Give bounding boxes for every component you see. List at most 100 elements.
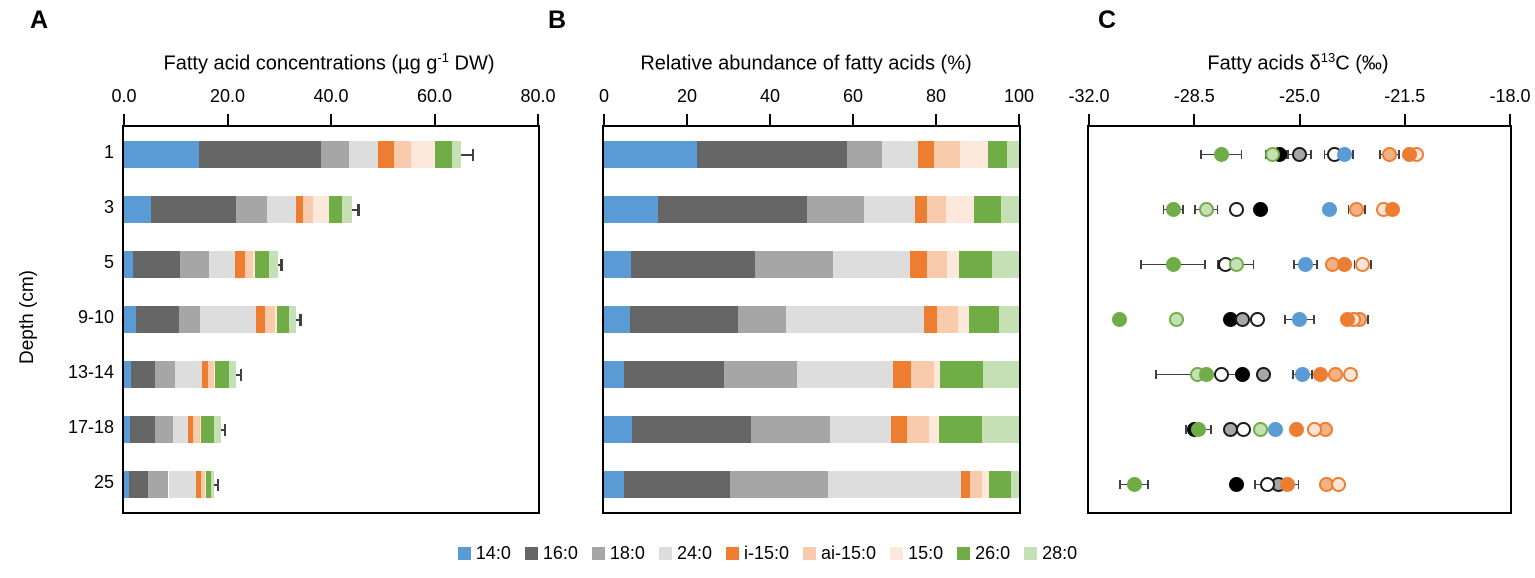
marker-24:0 — [1260, 477, 1276, 492]
bar-segment-14:0 — [124, 196, 152, 223]
x-tick-label: 80.0 — [520, 86, 556, 106]
marker-28:0 — [1252, 422, 1268, 437]
x-axis-tick — [769, 114, 771, 127]
legend-item-16:0: 16:0 — [524, 543, 578, 564]
y-category-label: 13-14 — [67, 361, 114, 382]
x-tick-label: 40 — [759, 86, 781, 106]
error-bar — [460, 153, 473, 156]
panel-c-title-post: C (‰) — [1335, 52, 1389, 75]
error-bar-cap — [1369, 260, 1372, 269]
y-category-label: 5 — [103, 251, 114, 272]
x-tick-label: 40.0 — [313, 86, 349, 106]
bar-segment-24:0 — [168, 471, 197, 498]
bar-segment-24:0 — [828, 471, 961, 498]
legend-item-28:0: 28:0 — [1024, 543, 1077, 564]
panel-b-title: Relative abundance of fatty acids (%) — [640, 50, 971, 76]
bar-segment-28:0 — [999, 306, 1019, 333]
bar-segment-15:0 — [981, 471, 990, 498]
bar-segment-i-15:0 — [890, 416, 908, 443]
error-bar-cap — [1185, 425, 1188, 434]
bar-segment-15:0 — [411, 141, 435, 168]
error-bar-cap — [1210, 425, 1213, 434]
error-bar-cap — [1216, 205, 1219, 214]
error-bar-cap — [1162, 205, 1165, 214]
bar-segment-ai-15:0 — [911, 361, 935, 388]
bar-segment-26:0 — [215, 361, 229, 388]
bar-segment-14:0 — [604, 416, 632, 443]
error-bar-cap — [239, 368, 243, 381]
panel-c-plot: -32.0 -28.5 -25.0 -21.5 -18.0 — [1068, 86, 1531, 514]
marker-18:0 — [1234, 312, 1250, 327]
bar-segment-26:0 — [206, 471, 212, 498]
error-bar — [220, 428, 225, 431]
legend-label: ai-15:0 — [821, 543, 877, 563]
bar-segment-28:0 — [452, 141, 461, 168]
marker-i-15:0 — [1340, 312, 1356, 327]
error-bar-cap — [280, 258, 283, 271]
bar-segment-18:0 — [179, 251, 210, 278]
error-bar — [296, 318, 301, 321]
bar-segment-18:0 — [321, 141, 350, 168]
bar-segment-16:0 — [658, 196, 808, 223]
x-axis-tick — [1018, 114, 1020, 127]
marker-24:0 — [1228, 202, 1244, 217]
bar-segment-ai-15:0 — [907, 416, 929, 443]
bar-segment-15:0 — [945, 196, 974, 223]
bar-segment-18:0 — [807, 196, 865, 223]
x-tick-label: 20.0 — [209, 86, 246, 106]
bar-segment-ai-15:0 — [192, 416, 201, 443]
legend-swatch-icon — [957, 547, 971, 560]
error-bar-cap — [1284, 315, 1287, 324]
bar-segment-28:0 — [289, 306, 297, 333]
error-bar-cap — [1363, 205, 1366, 214]
x-axis-tick — [935, 114, 937, 127]
bar-segment-16:0 — [135, 306, 179, 333]
bar-segment-16:0 — [151, 196, 236, 223]
bar-segment-16:0 — [198, 141, 322, 168]
marker-26:0 — [1111, 312, 1127, 327]
bar-segment-26:0 — [940, 361, 984, 388]
bar-segment-26:0 — [959, 251, 993, 278]
bar-segment-18:0 — [155, 416, 174, 443]
bar-segment-26:0 — [254, 251, 269, 278]
marker-24:0 — [1249, 312, 1265, 327]
bar-segment-26:0 — [328, 196, 343, 223]
bar-segment-18:0 — [847, 141, 883, 168]
bar-segment-26:0 — [973, 196, 1002, 223]
marker-i-15:0 — [1313, 367, 1329, 382]
panel-a-letter: A — [30, 6, 49, 34]
legend-item-i-15:0: i-15:0 — [725, 543, 789, 564]
bar-segment-26:0 — [987, 141, 1008, 168]
legend-item-ai-15:0: ai-15:0 — [803, 543, 876, 564]
bar-segment-15:0 — [275, 306, 277, 333]
marker-24:0 — [1236, 422, 1252, 437]
x-tick-label: 80 — [925, 86, 947, 106]
bar-segment-15:0 — [312, 196, 329, 223]
bar-segment-26:0 — [939, 416, 983, 443]
legend-item-15:0: 15:0 — [890, 543, 943, 564]
bar-segment-24:0 — [785, 306, 924, 333]
bar-segment-16:0 — [630, 251, 755, 278]
marker-28:0 — [1228, 257, 1244, 272]
legend-swatch-icon — [803, 547, 817, 560]
x-axis-tick — [686, 114, 688, 127]
bar-segment-28:0 — [992, 251, 1019, 278]
error-bar — [352, 208, 359, 211]
error-bar-cap — [1323, 150, 1326, 159]
bar-segment-15:0 — [252, 251, 255, 278]
bar-segment-14:0 — [604, 306, 630, 333]
error-bar-cap — [1119, 480, 1121, 489]
legend-item-26:0: 26:0 — [957, 543, 1010, 564]
error-bar-cap — [1312, 315, 1315, 324]
marker-15:0 — [1307, 422, 1323, 437]
marker-i-15:0 — [1401, 147, 1417, 162]
error-bar-cap — [1204, 260, 1207, 269]
bar-segment-26:0 — [435, 141, 453, 168]
bar-segment-16:0 — [631, 416, 751, 443]
bar-segment-16:0 — [623, 471, 730, 498]
bar-segment-18:0 — [729, 471, 829, 498]
bar-segment-14:0 — [604, 361, 624, 388]
legend-swatch-icon — [524, 547, 538, 560]
marker-14:0 — [1295, 367, 1310, 382]
legend-label: 16:0 — [542, 543, 578, 563]
